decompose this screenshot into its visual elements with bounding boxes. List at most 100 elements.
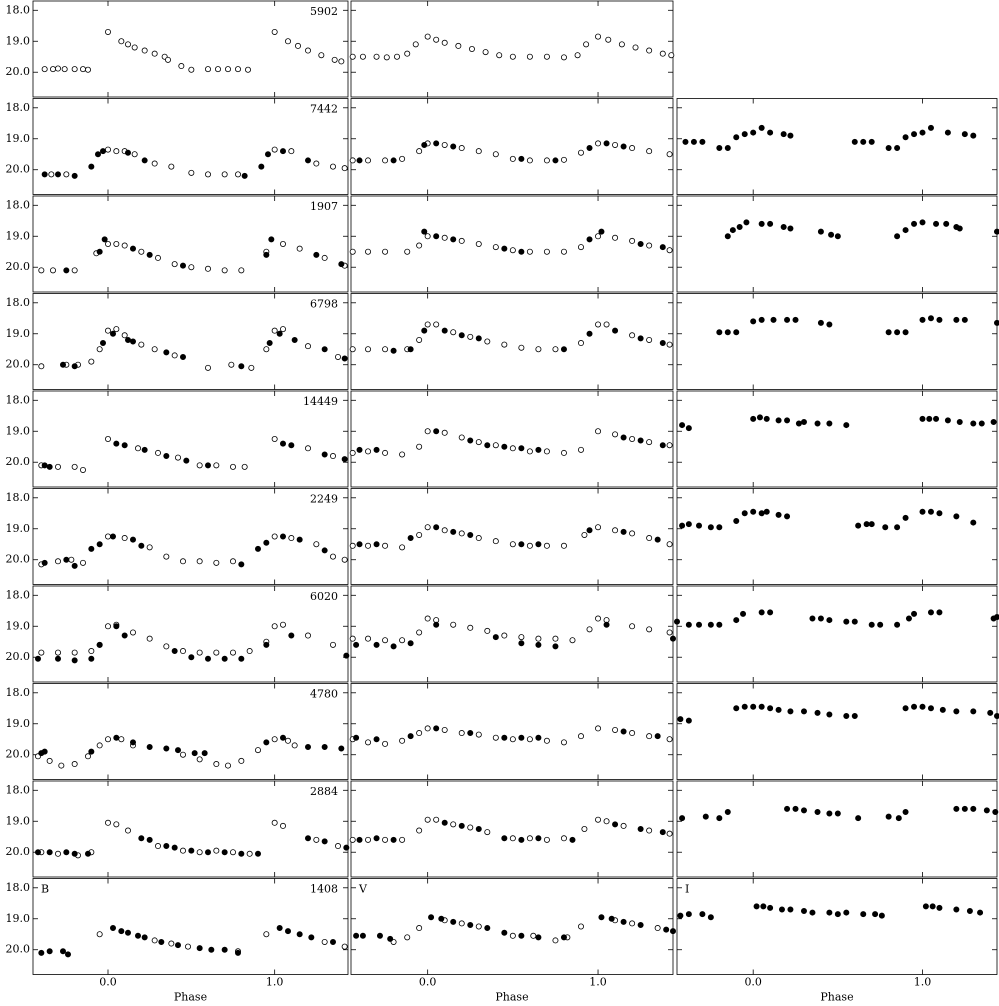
open-point	[229, 849, 236, 856]
open-point	[475, 731, 482, 738]
star-label: 6020	[310, 590, 338, 603]
filled-point	[129, 245, 136, 252]
open-point	[416, 629, 423, 636]
filled-point	[927, 315, 934, 322]
star-label: 2249	[310, 493, 338, 506]
open-point	[80, 66, 87, 73]
open-point	[424, 233, 431, 240]
open-point	[578, 923, 585, 930]
filled-point	[96, 248, 103, 255]
open-point	[338, 58, 345, 65]
open-point	[321, 254, 328, 261]
filled-point	[784, 316, 791, 323]
y-tick-label: 18.0	[6, 393, 31, 406]
filled-point	[872, 911, 879, 918]
filled-point	[518, 541, 525, 548]
filled-point	[191, 750, 198, 757]
filled-point	[851, 138, 858, 145]
filled-point	[817, 228, 824, 235]
open-point	[168, 940, 175, 947]
filled-point	[608, 915, 615, 922]
open-point	[151, 50, 158, 57]
star-label: 2884	[310, 785, 338, 798]
filled-point	[598, 914, 605, 921]
filled-point	[787, 906, 794, 913]
open-point	[458, 434, 465, 441]
open-point	[404, 50, 411, 57]
open-point	[612, 141, 619, 148]
filled-point	[702, 813, 709, 820]
band-label: V	[358, 883, 368, 896]
filled-point	[586, 527, 593, 534]
open-point	[318, 52, 325, 59]
panel-frame	[32, 488, 349, 585]
filled-point	[679, 522, 686, 529]
filled-point	[598, 228, 605, 235]
open-point	[595, 321, 602, 328]
filled-point	[373, 835, 380, 842]
panel-frame	[32, 0, 349, 98]
filled-point	[535, 446, 542, 453]
x-tick-label: 0.0	[99, 976, 117, 989]
filled-point	[467, 531, 474, 538]
open-point	[349, 542, 356, 549]
open-point	[121, 332, 128, 339]
filled-point	[387, 935, 394, 942]
open-point	[85, 753, 92, 760]
open-point	[365, 635, 372, 642]
filled-point	[560, 934, 567, 941]
open-point	[271, 533, 278, 540]
filled-point	[612, 821, 619, 828]
filled-point	[279, 440, 286, 447]
open-point	[234, 66, 241, 73]
open-point	[349, 248, 356, 255]
filled-point	[174, 747, 181, 754]
filled-point	[659, 244, 666, 251]
open-point	[125, 41, 132, 48]
filled-point	[501, 929, 508, 936]
filled-point	[792, 316, 799, 323]
open-point	[574, 52, 581, 59]
filled-point	[814, 420, 821, 427]
filled-point	[296, 536, 303, 543]
open-point	[552, 346, 559, 353]
filled-point	[741, 131, 748, 138]
filled-point	[677, 716, 684, 723]
x-axis-label: Phase	[174, 991, 207, 1004]
filled-point	[674, 618, 681, 625]
open-point	[382, 740, 389, 747]
y-tick-label: 18.0	[6, 686, 31, 699]
open-point	[518, 344, 525, 351]
open-point	[154, 449, 161, 456]
open-point	[526, 448, 533, 455]
open-point	[492, 734, 499, 741]
filled-point	[929, 903, 936, 910]
filled-point	[201, 750, 208, 757]
y-tick-label: 19.0	[6, 717, 31, 730]
filled-point	[894, 145, 901, 152]
filled-point	[620, 143, 627, 150]
filled-point	[778, 906, 785, 913]
open-point	[629, 145, 636, 152]
open-point	[248, 364, 255, 371]
filled-point	[458, 822, 465, 829]
filled-point	[188, 654, 195, 661]
open-point	[365, 157, 372, 164]
filled-point	[843, 422, 850, 429]
open-point	[458, 730, 465, 737]
filled-point	[851, 618, 858, 625]
filled-point	[433, 233, 440, 240]
open-point	[424, 615, 431, 622]
open-point	[80, 559, 87, 566]
open-point	[263, 931, 270, 938]
filled-point	[733, 134, 740, 141]
open-point	[416, 336, 423, 343]
open-point	[146, 635, 153, 642]
panel-frame	[350, 585, 674, 683]
open-point	[603, 818, 610, 825]
filled-point	[814, 709, 821, 716]
open-point	[228, 361, 235, 368]
open-point	[441, 429, 448, 436]
open-point	[416, 148, 423, 155]
filled-point	[956, 225, 963, 232]
